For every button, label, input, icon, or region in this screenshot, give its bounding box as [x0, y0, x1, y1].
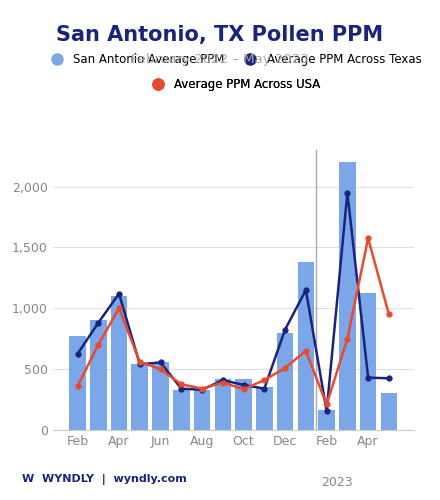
Bar [173, 390, 190, 430]
Bar [111, 296, 127, 430]
Legend: Average PPM Across USA: Average PPM Across USA [141, 74, 325, 96]
Bar [360, 293, 377, 430]
Text: W  WYNDLY  |  wyndly.com: W WYNDLY | wyndly.com [22, 474, 187, 485]
Bar [69, 336, 86, 430]
Bar [318, 410, 335, 430]
Text: 2023: 2023 [321, 476, 353, 490]
Bar [339, 162, 356, 430]
Bar [235, 380, 252, 430]
Bar [132, 364, 148, 430]
Bar [277, 332, 293, 430]
Bar [152, 362, 169, 430]
Bar [215, 380, 231, 430]
Bar [297, 262, 314, 430]
Bar [90, 320, 106, 430]
Bar [381, 394, 397, 430]
Bar [194, 390, 210, 430]
Text: February 2022 – May 2023: February 2022 – May 2023 [131, 52, 309, 66]
Text: San Antonio, TX Pollen PPM: San Antonio, TX Pollen PPM [56, 25, 384, 45]
Bar [256, 387, 273, 430]
